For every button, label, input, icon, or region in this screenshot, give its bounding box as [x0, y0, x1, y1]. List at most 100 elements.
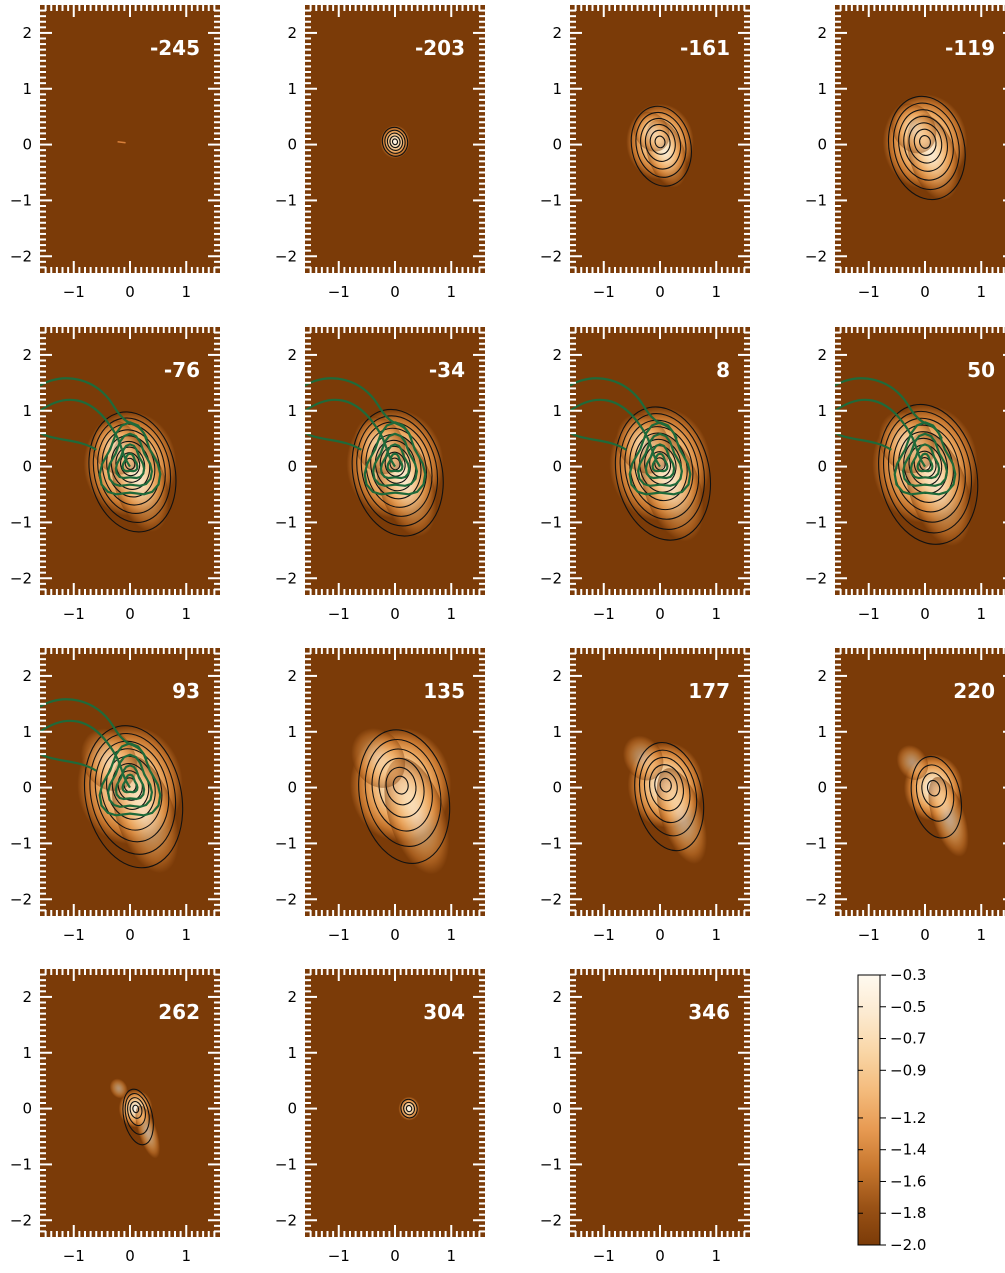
overlay-filament	[835, 377, 943, 440]
x-tick-label: 0	[920, 926, 930, 944]
overlay-contours	[40, 698, 162, 817]
y-tick-label: 0	[22, 136, 32, 154]
contour-line	[898, 109, 954, 181]
overlay-filament	[40, 377, 148, 440]
colorbar-label: −1.2	[890, 1109, 926, 1127]
velocity-label: -119	[945, 36, 995, 60]
y-tick-label: 1	[552, 80, 562, 98]
y-tick-label: 1	[552, 1044, 562, 1062]
velocity-label: -203	[415, 36, 465, 60]
y-tick-label: −2	[10, 247, 32, 265]
x-tick-label: −1	[328, 283, 350, 301]
velocity-label: 8	[716, 358, 730, 382]
y-tick-label: 0	[287, 136, 297, 154]
y-tick-label: 2	[817, 667, 827, 685]
x-tick-label: −1	[593, 283, 615, 301]
colorbar-label: −0.7	[890, 1030, 926, 1048]
x-tick-label: 0	[655, 926, 665, 944]
y-tick-label: −2	[805, 890, 827, 908]
panel-content	[380, 125, 410, 159]
x-tick-label: −1	[858, 283, 880, 301]
panel-ticks	[305, 327, 485, 595]
y-tick-label: −2	[540, 1211, 562, 1229]
y-tick-label: −1	[275, 191, 297, 209]
contour-line	[634, 741, 705, 852]
channel-panel-304: 304 −1 0 1 2 1 0 −1 −2	[275, 969, 485, 1265]
x-tick-label: 0	[125, 926, 135, 944]
contour-line	[654, 771, 678, 802]
panel-ticks	[40, 5, 220, 273]
overlay-contour	[107, 432, 153, 487]
contour-line	[360, 421, 433, 517]
y-tick-label: −2	[275, 1211, 297, 1229]
y-tick-label: −2	[275, 890, 297, 908]
x-tick-label: 0	[920, 283, 930, 301]
emission-extension	[633, 111, 670, 152]
colorbar-label: −0.9	[890, 1061, 926, 1079]
overlay-filament	[305, 398, 396, 468]
x-tick-label: 1	[446, 283, 456, 301]
y-tick-label: 1	[552, 402, 562, 420]
panel-ticks	[305, 969, 485, 1237]
y-tick-label: 2	[22, 24, 32, 42]
velocity-label: 93	[172, 679, 200, 703]
colorbar: −0.3 −0.5 −0.7 −0.9 −1.2 −1.4 −1.6 −1.8 −2.0	[857, 966, 926, 1254]
contour-line	[389, 457, 401, 471]
overlay-filament	[40, 432, 97, 451]
y-tick-label: 2	[552, 667, 562, 685]
y-tick-label: 2	[552, 24, 562, 42]
velocity-label: 50	[967, 358, 995, 382]
velocity-label: 220	[953, 679, 995, 703]
emission-extension	[109, 1078, 128, 1099]
panel-content	[896, 744, 969, 857]
emission-core	[398, 1096, 420, 1121]
y-tick-label: 1	[817, 402, 827, 420]
contour-line	[88, 411, 177, 533]
velocity-label: -76	[164, 358, 200, 382]
x-tick-label: 1	[711, 283, 721, 301]
contour-line	[919, 135, 932, 149]
contour-line	[913, 128, 937, 156]
x-tick-label: −1	[63, 605, 85, 623]
contour-line	[882, 410, 973, 534]
velocity-label: 177	[688, 679, 730, 703]
contour-line	[635, 111, 687, 178]
contour-line	[386, 132, 404, 152]
x-tick-label: −1	[63, 1247, 85, 1265]
contour-line	[351, 408, 444, 537]
overlay-filament	[40, 398, 131, 468]
emission-tail	[135, 1105, 161, 1159]
overlay-contour	[386, 452, 404, 473]
y-tick-label: 1	[287, 80, 297, 98]
emission-extension	[351, 728, 406, 788]
contour-line	[915, 764, 955, 822]
overlay-contours	[305, 377, 427, 496]
contour-line	[892, 102, 960, 191]
panel-content	[40, 377, 177, 533]
x-tick-label: 0	[655, 283, 665, 301]
y-tick-label: 0	[287, 458, 297, 476]
contour-line	[629, 426, 694, 511]
panel-ticks	[570, 648, 750, 916]
velocity-label: 135	[423, 679, 465, 703]
channel-panel--245: -245 −1 0 1 2 1 0 −1 −2	[10, 5, 220, 301]
overlay-filament	[570, 377, 678, 440]
overlay-contour	[916, 452, 934, 473]
channel-panel--161: -161 −1 0 1 2 1 0 −1 −2	[540, 5, 750, 301]
contour-line	[389, 135, 401, 149]
y-tick-label: −1	[805, 191, 827, 209]
overlay-filament	[305, 432, 362, 451]
y-tick-label: −2	[540, 890, 562, 908]
x-tick-label: 1	[711, 605, 721, 623]
x-tick-label: −1	[593, 1247, 615, 1265]
y-tick-label: 1	[817, 723, 827, 741]
contour-line	[364, 738, 442, 848]
y-tick-label: 1	[22, 80, 32, 98]
y-tick-label: 0	[552, 1100, 562, 1118]
overlay-contour	[644, 443, 676, 480]
contour-line	[643, 756, 691, 824]
contour-line	[649, 129, 671, 155]
colorbar-label: −1.6	[890, 1172, 926, 1190]
